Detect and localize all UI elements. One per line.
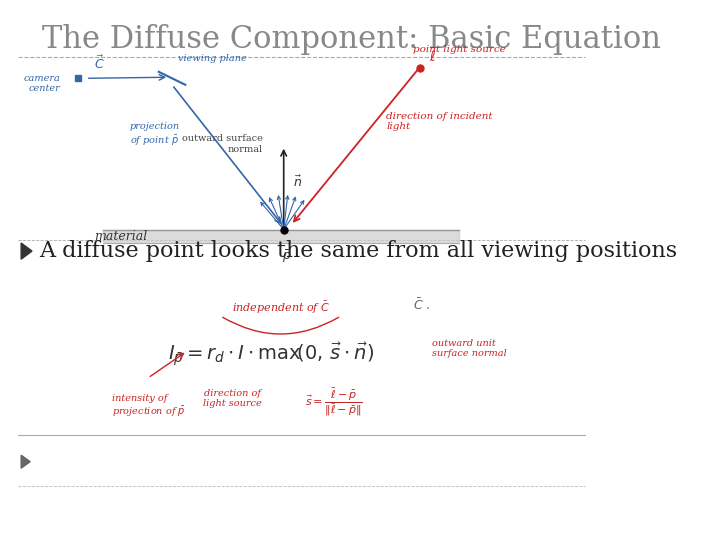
Text: $I_{\bar{p}} = r_d \cdot I \cdot \max\!\left(0,\, \vec{s} \cdot \vec{n}\right)$: $I_{\bar{p}} = r_d \cdot I \cdot \max\!\… [168,340,374,368]
Text: material: material [94,230,148,243]
Text: direction of incident
light: direction of incident light [387,112,492,131]
Text: $\bar{C}$ .: $\bar{C}$ . [413,298,431,313]
Text: independent of $\bar{C}$: independent of $\bar{C}$ [232,300,330,316]
Text: outward unit
surface normal: outward unit surface normal [431,339,506,358]
Text: camera
center: camera center [24,74,60,93]
Text: projection
of point $\bar{p}$: projection of point $\bar{p}$ [130,123,180,147]
Text: intensity of
projection of $\bar{p}$: intensity of projection of $\bar{p}$ [112,394,185,419]
Text: $\vec{s} = \dfrac{\bar{\ell}-\bar{p}}{\|\bar{\ell}-\bar{p}\|}$: $\vec{s} = \dfrac{\bar{\ell}-\bar{p}}{\|… [305,386,363,418]
Polygon shape [21,243,32,259]
Polygon shape [21,455,30,468]
Text: point light source: point light source [413,45,506,54]
Text: $\bar{p}$: $\bar{p}$ [282,248,292,265]
Text: $\vec{n}$: $\vec{n}$ [293,174,303,190]
Text: normal: normal [228,145,263,154]
Text: $\vec{C}$: $\vec{C}$ [94,55,104,72]
Text: The Diffuse Component: Basic Equation: The Diffuse Component: Basic Equation [42,24,661,55]
Text: A diffuse point looks the same from all viewing positions: A diffuse point looks the same from all … [39,240,678,262]
Text: $\bar{\ell}$: $\bar{\ell}$ [428,47,436,65]
Text: outward surface: outward surface [181,134,263,143]
Text: direction of
light source: direction of light source [203,389,262,408]
Text: viewing plane: viewing plane [178,54,247,63]
